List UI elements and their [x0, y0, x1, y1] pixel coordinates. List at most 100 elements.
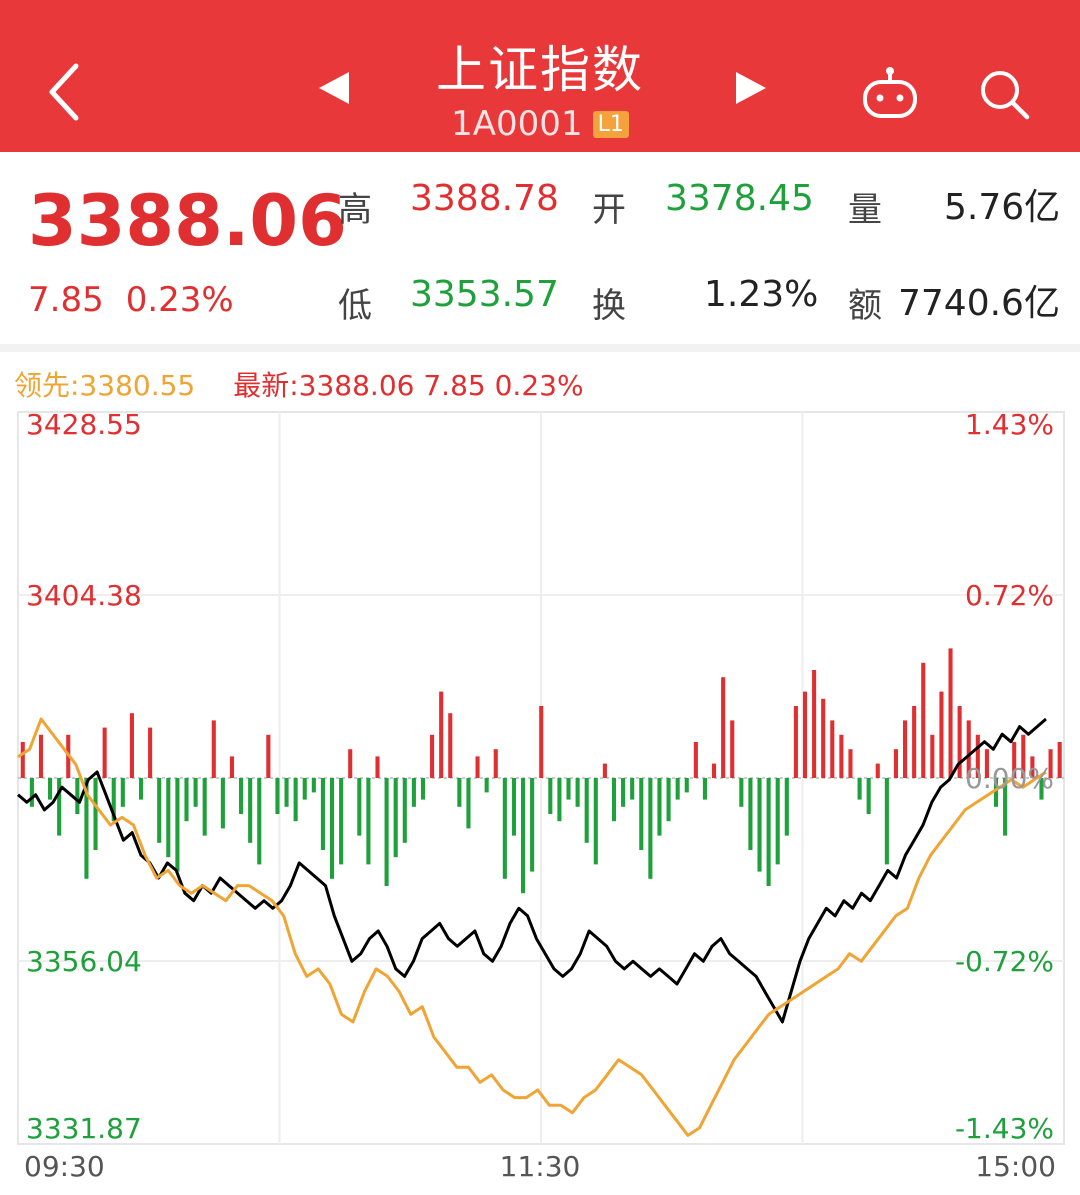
- volume-bar: [248, 778, 253, 843]
- volume-bar: [966, 720, 971, 778]
- volume-bar: [520, 778, 526, 894]
- volume-bar: [484, 778, 489, 793]
- price-lines: [17, 717, 1047, 1137]
- volume-bar: [702, 778, 707, 800]
- volume-bar: [357, 778, 362, 836]
- volume-bar: [293, 778, 298, 822]
- volume-bar: [875, 763, 880, 778]
- volume-bar: [93, 778, 98, 850]
- section-divider: [0, 344, 1080, 352]
- level-badge: L1: [592, 111, 629, 138]
- leader-legend: 领先:3380.55: [14, 369, 196, 402]
- x-tick: 15:00: [975, 1150, 1056, 1183]
- amount-label: 额: [848, 286, 882, 326]
- volume-bar: [666, 778, 671, 822]
- volume-bar: [393, 778, 398, 858]
- volume-bar: [339, 778, 344, 865]
- y-tick-left: 3404.38: [26, 579, 142, 612]
- volume-bar: [684, 778, 689, 793]
- volume-bar: [411, 778, 416, 807]
- triangle-left-icon: [319, 72, 349, 104]
- volume-bar: [948, 648, 953, 778]
- volume-bar: [775, 778, 780, 865]
- volume-bar: [766, 778, 771, 886]
- volume-bar: [38, 734, 44, 778]
- volume-bar: [884, 778, 889, 865]
- volume-bar: [802, 691, 808, 778]
- next-stock-button[interactable]: [730, 68, 770, 108]
- volume-bar: [466, 778, 471, 829]
- volume-bar: [557, 778, 562, 822]
- page-title: 上证指数: [436, 41, 644, 99]
- high-label: 高: [338, 190, 372, 230]
- volume-bar: [502, 778, 507, 879]
- volume-bar: [903, 720, 908, 778]
- volume-bar: [830, 720, 835, 778]
- volume-bar: [602, 763, 607, 778]
- y-tick-left: 3428.55: [26, 408, 142, 441]
- volume-bar: [439, 691, 444, 778]
- open-label: 开: [592, 190, 626, 230]
- low-label: 低: [338, 286, 372, 326]
- volume-bar: [420, 778, 426, 800]
- volume-bar: [138, 778, 144, 800]
- previous-stock-button[interactable]: [315, 68, 355, 108]
- volume-bar: [993, 778, 999, 807]
- volume-bar: [148, 727, 153, 778]
- robot-icon: [863, 67, 917, 118]
- volume-bar: [748, 778, 753, 850]
- volume-bar: [721, 677, 726, 778]
- volume-bar: [839, 734, 844, 778]
- volume-bar: [129, 713, 134, 778]
- volume-bar: [511, 778, 516, 836]
- volume-bar: [848, 749, 853, 778]
- search-button[interactable]: [976, 66, 1032, 122]
- volume-bar: [621, 778, 626, 807]
- volume-bar: [1057, 742, 1062, 778]
- volume-bar: [675, 778, 680, 800]
- volume-value: 5.76亿: [944, 187, 1061, 228]
- volume-bar: [975, 734, 980, 778]
- volume-bar: [20, 742, 25, 778]
- volume-bar: [102, 727, 107, 778]
- volume-bar: [866, 778, 871, 814]
- volume-bars: [20, 648, 1062, 894]
- x-tick: 11:30: [500, 1150, 581, 1183]
- volume-bar: [593, 778, 598, 865]
- volume-bar: [57, 778, 62, 836]
- y-tick-right: -1.43%: [955, 1112, 1054, 1145]
- volume-bar: [812, 670, 817, 778]
- volume-bar: [111, 778, 116, 822]
- change-percent: 0.23%: [125, 280, 234, 320]
- volume-bar: [175, 778, 180, 872]
- volume-bar: [157, 778, 162, 843]
- volume-bar: [921, 662, 926, 778]
- stock-code: 1A0001: [451, 104, 583, 144]
- quote-panel: 3388.06 7.85 0.23% 高 3388.78 开 3378.45 量 …: [0, 152, 1080, 344]
- back-button[interactable]: [40, 58, 100, 128]
- y-tick-right: 0.00%: [965, 762, 1054, 795]
- volume-bar: [211, 720, 216, 778]
- robot-assistant-button[interactable]: [860, 66, 920, 122]
- leader-line: [17, 717, 1047, 1137]
- volume-bar: [275, 778, 280, 814]
- volume-bar: [711, 763, 717, 778]
- volume-bar: [1012, 742, 1017, 778]
- volume-bar: [311, 778, 316, 793]
- volume-bar: [193, 778, 198, 807]
- volume-bar: [893, 749, 899, 778]
- y-tick-left: 3331.87: [26, 1112, 142, 1145]
- volume-bar: [575, 778, 580, 807]
- volume-bar: [930, 734, 935, 778]
- volume-bar: [348, 749, 353, 778]
- volume-bar: [493, 749, 498, 778]
- volume-bar: [657, 778, 662, 836]
- volume-bar: [266, 734, 271, 778]
- volume-bar: [48, 778, 53, 800]
- turnover-value: 1.23%: [704, 274, 819, 315]
- volume-bar: [693, 742, 698, 778]
- volume-bar: [402, 778, 407, 843]
- turnover-label: 换: [592, 286, 626, 326]
- volume-bar: [784, 778, 789, 836]
- high-value: 3388.78: [410, 178, 559, 219]
